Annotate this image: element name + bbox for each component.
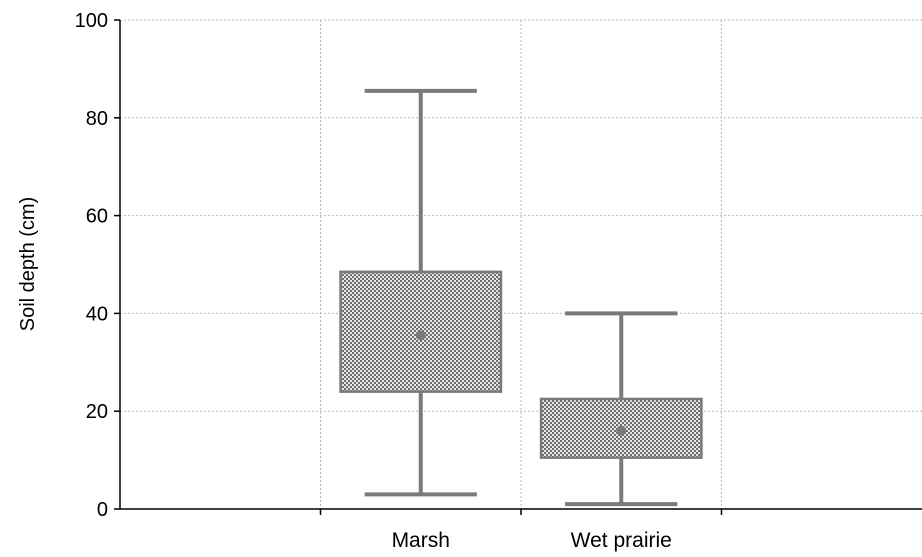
boxes [339, 88, 703, 507]
y-tick-label: 0 [97, 499, 108, 521]
box-1 [539, 311, 703, 507]
y-tick-label: 20 [86, 401, 108, 423]
median-marker [616, 425, 627, 436]
y-tick-label: 100 [75, 10, 108, 32]
y-tick-label: 60 [86, 206, 108, 228]
x-category-label: Marsh [392, 529, 450, 552]
box-0 [339, 88, 503, 497]
y-tick-label: 80 [86, 108, 108, 130]
grid [120, 19, 922, 509]
y-axis-title: Soil depth (cm) [17, 197, 39, 332]
y-tick-label: 40 [86, 303, 108, 325]
x-category-label: Wet prairie [571, 529, 672, 552]
labels: 0 20 40 60 80 100 Marsh Wet prairie [75, 10, 672, 552]
median-marker [415, 330, 426, 341]
axes [114, 19, 922, 515]
